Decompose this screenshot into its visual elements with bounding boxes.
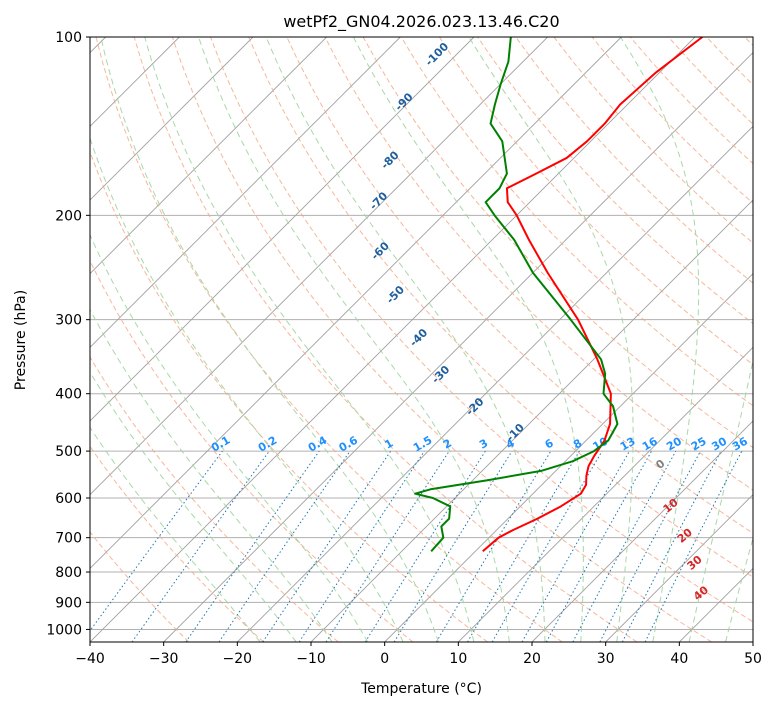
dewpoint-profile-line <box>414 37 619 552</box>
mixing-ratio-line <box>298 450 425 642</box>
x-axis-ticks: −40 −30 −20 −10 0 10 20 30 40 50 <box>75 642 762 667</box>
mixing-ratio-line <box>325 450 450 642</box>
y-tick-label: 700 <box>55 531 82 547</box>
moist-adiabat-line <box>198 37 510 642</box>
dry-adiabat-line <box>171 37 712 642</box>
x-tick-label: 30 <box>597 651 615 667</box>
moist-adiabat-line <box>144 37 475 642</box>
dry-adiabat-line <box>400 37 753 407</box>
chart-title: wetPf2_GN04.2026.023.13.46.C20 <box>283 12 559 32</box>
dry-adiabat-line <box>324 37 753 491</box>
y-tick-label: 400 <box>55 387 82 403</box>
moist-adiabat-line <box>90 136 404 642</box>
moist-adiabat-line <box>620 37 700 642</box>
mixing-ratio-line <box>90 450 223 632</box>
isotherm-line <box>90 37 401 348</box>
dry-adiabats <box>90 37 753 642</box>
mixing-ratio-line <box>131 450 270 642</box>
x-tick-label: −30 <box>149 651 179 667</box>
plot-frame <box>89 36 754 643</box>
mixing-ratio-line <box>545 450 653 642</box>
y-tick-label: 1000 <box>46 622 82 638</box>
dry-adiabat-line <box>515 37 753 284</box>
dry-adiabat-line <box>90 445 264 642</box>
y-tick-label: 900 <box>55 595 82 611</box>
dry-adiabat-line <box>90 259 414 642</box>
dry-adiabat-line <box>90 356 339 642</box>
x-tick-label: 10 <box>449 651 467 667</box>
x-tick-label: 50 <box>744 651 762 667</box>
mixing-ratio-line <box>262 450 392 642</box>
x-tick-label: 20 <box>523 651 541 667</box>
isotherm-line <box>90 37 696 642</box>
x-tick-label: 40 <box>670 651 688 667</box>
pressure-gridlines <box>90 37 753 630</box>
y-tick-label: 800 <box>55 565 82 581</box>
x-tick-label: −20 <box>223 651 253 667</box>
dry-adiabat-line <box>133 37 638 642</box>
mixing-ratio-line <box>572 450 677 642</box>
moist-adiabat-line <box>90 308 333 642</box>
dry-adiabat-line <box>90 531 190 642</box>
isotherm-line <box>90 37 622 569</box>
profile-series <box>414 37 703 553</box>
dry-adiabat-line <box>210 37 753 623</box>
moist-adiabat-line <box>90 371 297 642</box>
moist-adiabat-line <box>725 536 753 642</box>
mixing-ratio-line <box>185 450 320 642</box>
mixing-ratio-line <box>644 450 743 642</box>
x-tick-label: −40 <box>75 651 105 667</box>
y-tick-label: 500 <box>55 444 82 460</box>
mixing-ratio-line <box>218 450 351 642</box>
x-axis-label: Temperature (°C) <box>360 681 482 697</box>
isotherm-line <box>605 494 753 642</box>
y-tick-label: 200 <box>55 208 82 224</box>
dry-adiabat-line <box>95 37 563 642</box>
mixing-ratio-line <box>393 450 513 642</box>
moist-adiabat-line <box>688 358 753 642</box>
x-tick-label: 0 <box>380 651 389 667</box>
mixing-ratio-lines <box>90 450 743 642</box>
isotherm-line <box>163 52 753 642</box>
isotherm-line <box>90 37 327 275</box>
moist-adiabat-line <box>100 37 439 642</box>
isotherm-line <box>90 37 548 496</box>
x-tick-label: −10 <box>296 651 326 667</box>
dry-adiabat-line <box>248 37 753 578</box>
isotherm-line <box>90 37 475 422</box>
y-tick-label: 100 <box>55 30 82 46</box>
y-axis-ticks: 100 200 300 400 500 600 700 800 900 1000 <box>46 30 90 638</box>
isotherms <box>90 37 753 642</box>
isotherm-line <box>237 125 753 642</box>
moist-adiabat-line <box>265 37 546 642</box>
y-axis-label: Pressure (hPa) <box>13 290 29 390</box>
moist-adiabat-line <box>90 233 369 642</box>
isotherm-line <box>90 37 254 201</box>
y-tick-label: 300 <box>55 313 82 329</box>
temperature-profile-line <box>482 37 703 553</box>
moist-adiabats <box>90 37 753 642</box>
dry-adiabat-line <box>439 37 753 366</box>
y-tick-label: 600 <box>55 491 82 507</box>
isotherm-line <box>531 420 753 642</box>
moist-adiabat-line <box>353 37 584 642</box>
moist-adiabat-line <box>90 426 261 642</box>
isotherm-line <box>384 273 753 642</box>
isotherm-line <box>458 346 753 642</box>
mixing-ratio-line <box>521 450 630 642</box>
dry-adiabat-line <box>90 150 488 642</box>
